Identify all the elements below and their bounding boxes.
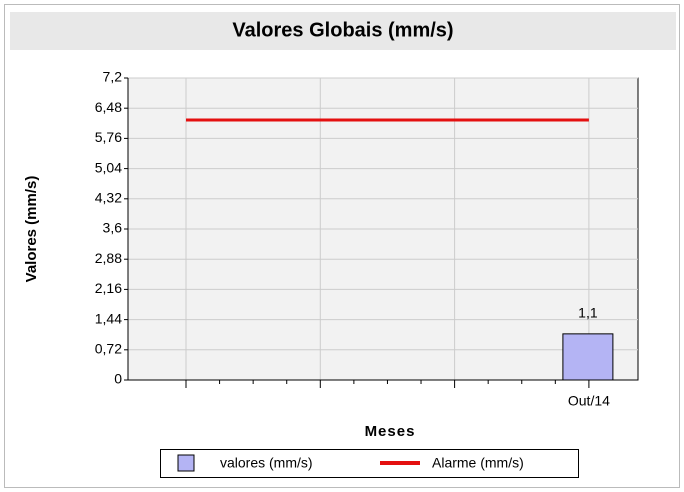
legend	[160, 449, 579, 478]
y-tick-label: 0,72	[95, 341, 122, 357]
legend-label: valores (mm/s)	[220, 455, 313, 471]
y-tick-label: 7,2	[103, 69, 123, 85]
y-tick-label: 3,6	[103, 220, 123, 236]
legend-label: Alarme (mm/s)	[432, 455, 524, 471]
y-tick-label: 1,44	[95, 310, 122, 326]
y-axis-title: Valores (mm/s)	[23, 176, 40, 283]
y-tick-label: 2,16	[95, 280, 122, 296]
bar	[562, 333, 614, 381]
y-tick-label: 6,48	[95, 99, 122, 115]
x-axis-title: Meses	[365, 423, 416, 440]
x-tick-label: Out/14	[568, 393, 610, 409]
y-tick-label: 4,32	[95, 190, 122, 206]
y-tick-label: 2,88	[95, 250, 122, 266]
legend-swatch	[177, 454, 195, 472]
y-tick-label: 5,04	[95, 159, 122, 175]
y-tick-label: 5,76	[95, 129, 122, 145]
value-label: 1,1	[578, 305, 598, 321]
title-band	[10, 12, 676, 50]
y-tick-label: 0	[114, 371, 122, 387]
chart-title: Valores Globais (mm/s)	[232, 19, 453, 41]
